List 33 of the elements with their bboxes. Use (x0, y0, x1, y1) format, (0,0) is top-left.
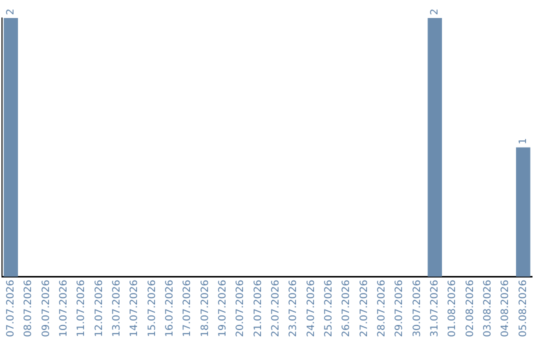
x-tick-label: 30.07.2026 (412, 280, 423, 338)
data-label: 2 (429, 8, 440, 15)
x-tick-label: 11.07.2026 (76, 280, 88, 338)
x-tick-label: 21.07.2026 (252, 280, 264, 338)
x-tick-label: 17.07.2026 (182, 280, 194, 338)
x-tick-label: 24.07.2026 (306, 280, 317, 338)
x-tick-label: 03.08.2026 (482, 280, 494, 338)
x-tick-label: 18.07.2026 (200, 280, 211, 338)
x-tick-label: 01.08.2026 (447, 280, 458, 338)
x-tick-label: 26.07.2026 (341, 280, 352, 338)
x-tick-label: 12.07.2026 (94, 280, 105, 338)
x-tick-label: 02.08.2026 (464, 280, 476, 338)
x-tick-label: 09.07.2026 (40, 280, 52, 338)
x-tick-label: 28.07.2026 (376, 280, 388, 338)
x-tick-label: 04.08.2026 (500, 280, 512, 338)
x-tick-label: 23.07.2026 (288, 280, 300, 338)
x-tick-label: 16.07.2026 (164, 280, 176, 338)
data-label: 2 (5, 8, 16, 15)
x-tick-label: 10.07.2026 (58, 280, 70, 338)
x-tick-label: 25.07.2026 (323, 280, 334, 338)
x-tick-label: 08.07.2026 (23, 280, 34, 338)
x-tick-label: 29.07.2026 (394, 280, 406, 338)
x-tick-label: 20.07.2026 (235, 280, 246, 338)
data-label: 1 (518, 138, 529, 144)
x-tick-label: 13.07.2026 (111, 280, 122, 338)
x-tick-label: 15.07.2026 (146, 280, 158, 338)
x-tick-label: 31.07.2026 (429, 280, 440, 338)
x-tick-label: 14.07.2026 (129, 280, 140, 338)
x-tick-label: 27.07.2026 (358, 280, 370, 338)
x-tick-label: 05.08.2026 (518, 280, 529, 338)
x-tick-label: 19.07.2026 (217, 280, 228, 338)
x-tick-label: 07.07.2026 (5, 280, 16, 338)
x-tick-label: 22.07.2026 (270, 280, 282, 338)
